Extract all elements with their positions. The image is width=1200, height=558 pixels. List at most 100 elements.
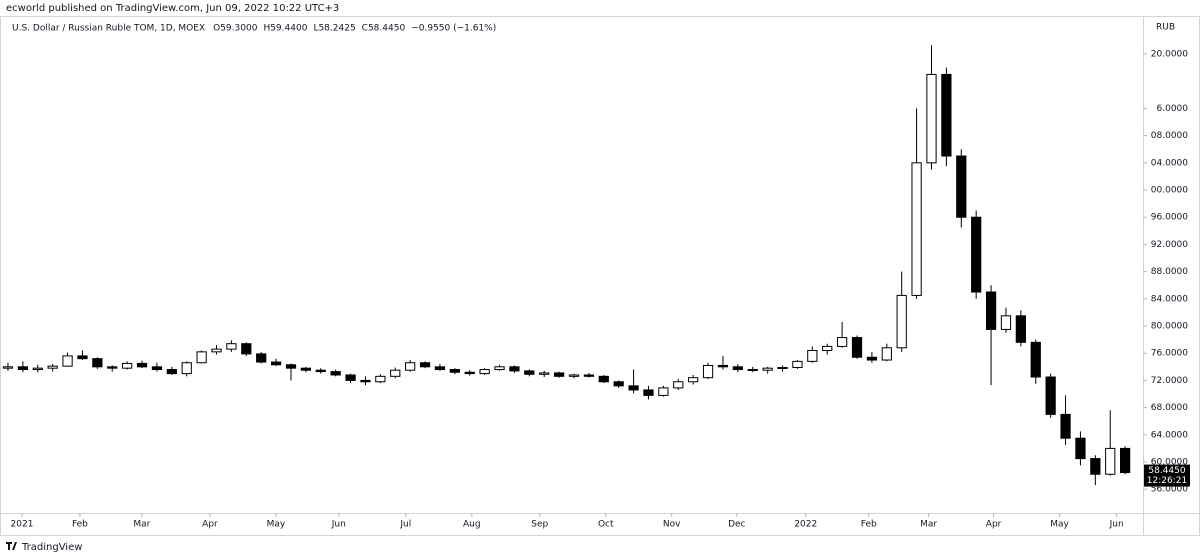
candle-body <box>256 353 267 363</box>
x-tick-label: Nov <box>663 520 681 530</box>
x-tick-label: Oct <box>598 520 614 530</box>
x-tick-label: Apr <box>202 520 218 530</box>
candle-body <box>136 362 148 368</box>
candle-body <box>241 343 252 355</box>
candle-body <box>911 162 922 296</box>
y-tick-label: 6.0000 <box>1157 104 1189 114</box>
price-label: 58.4450 <box>1148 466 1185 476</box>
ohlc-legend: L58.2425 <box>313 24 355 34</box>
x-tick-label: Mar <box>920 520 937 530</box>
candle-body <box>1000 315 1012 330</box>
candle-body <box>643 389 654 396</box>
y-tick-label: 20.0000 <box>1151 50 1188 60</box>
y-tick-label: 88.0000 <box>1151 267 1188 277</box>
candle-body <box>1105 447 1116 475</box>
candle-body <box>866 356 878 361</box>
price-label-box <box>1144 464 1190 487</box>
candle-body <box>419 362 431 368</box>
candle-body <box>717 364 729 368</box>
footer: TradingView <box>21 542 82 553</box>
ohlc-legend: O59.3000 <box>213 24 258 34</box>
y-tick-label: 80.0000 <box>1151 322 1188 332</box>
candle-body <box>107 366 118 369</box>
y-tick-label: 72.0000 <box>1151 376 1188 386</box>
candle-body <box>1030 341 1041 378</box>
x-tick-label: Jun <box>331 520 346 530</box>
candle-body <box>479 369 490 375</box>
candle-body <box>494 366 505 371</box>
candle-body <box>732 366 743 371</box>
x-tick-label: Jun <box>1109 520 1124 530</box>
y-tick-label: 08.0000 <box>1151 131 1188 141</box>
candle-body <box>464 371 475 375</box>
x-tick-label: Jul <box>399 520 411 530</box>
candle-body <box>613 381 624 387</box>
candle-body <box>390 369 401 377</box>
candle-body <box>270 361 282 366</box>
candle-body <box>583 374 595 377</box>
candle-body <box>956 155 967 218</box>
candle-body <box>881 347 892 361</box>
y-tick-label: 96.0000 <box>1151 213 1188 223</box>
candle-body <box>1045 376 1056 415</box>
candle-body <box>47 365 58 369</box>
candle-body <box>405 362 416 371</box>
candle-body <box>762 367 773 371</box>
ohlc-legend: C58.4450 <box>362 24 406 34</box>
candle-body <box>92 358 103 368</box>
candle-body <box>285 364 297 369</box>
x-tick-label: 2022 <box>794 520 817 530</box>
candle-body <box>1015 315 1026 343</box>
candle-body <box>315 369 326 373</box>
y-tick-label: 92.0000 <box>1151 240 1188 250</box>
candle-body <box>1120 447 1131 474</box>
ohlc-legend: H59.4400 <box>263 24 307 34</box>
x-tick-label: Dec <box>728 520 745 530</box>
candle-body <box>1090 458 1101 475</box>
candle-body <box>598 375 609 383</box>
candle-body <box>688 377 699 383</box>
candle-body <box>673 381 684 389</box>
candle-body <box>896 294 907 349</box>
candle-body <box>524 370 535 375</box>
candle-body <box>658 387 669 396</box>
candle-body <box>449 369 460 373</box>
x-tick-label: Apr <box>986 520 1002 530</box>
candle-body <box>553 372 565 377</box>
candle-body <box>926 73 937 164</box>
chart-frame <box>0 16 1200 536</box>
x-tick-label: May <box>267 520 286 530</box>
candle-body <box>628 385 639 391</box>
candle-body <box>985 291 997 330</box>
x-tick-label: Aug <box>463 520 481 530</box>
candle-body <box>166 369 177 375</box>
y-tick-label: 60.0000 <box>1151 458 1188 468</box>
candle-body <box>345 374 356 381</box>
candle-body <box>851 337 863 358</box>
candle-body <box>360 379 371 383</box>
candle-body <box>330 371 341 376</box>
candle-body <box>777 366 788 369</box>
candle-body <box>747 369 758 372</box>
x-tick-label: Feb <box>861 520 877 530</box>
candle-body <box>226 343 237 350</box>
candle-body <box>941 73 952 157</box>
y-tick-label: 68.0000 <box>1151 403 1188 413</box>
candle-body <box>434 366 446 371</box>
candle-body <box>1060 413 1071 439</box>
x-tick-label: Mar <box>133 520 150 530</box>
y-tick-label: 64.0000 <box>1151 430 1188 440</box>
candle-body <box>17 366 28 371</box>
candle-body <box>181 362 192 375</box>
candle-body <box>509 366 520 372</box>
candle-body <box>568 374 580 377</box>
countdown: 12:26:21 <box>1147 476 1187 486</box>
candle-body <box>702 364 714 379</box>
candle-body <box>211 348 222 353</box>
y-tick-label: 76.0000 <box>1151 349 1188 359</box>
candle-body <box>196 351 207 364</box>
candle-body <box>822 345 833 351</box>
x-tick-label: Feb <box>72 520 88 530</box>
logo: TradingView <box>6 542 82 553</box>
